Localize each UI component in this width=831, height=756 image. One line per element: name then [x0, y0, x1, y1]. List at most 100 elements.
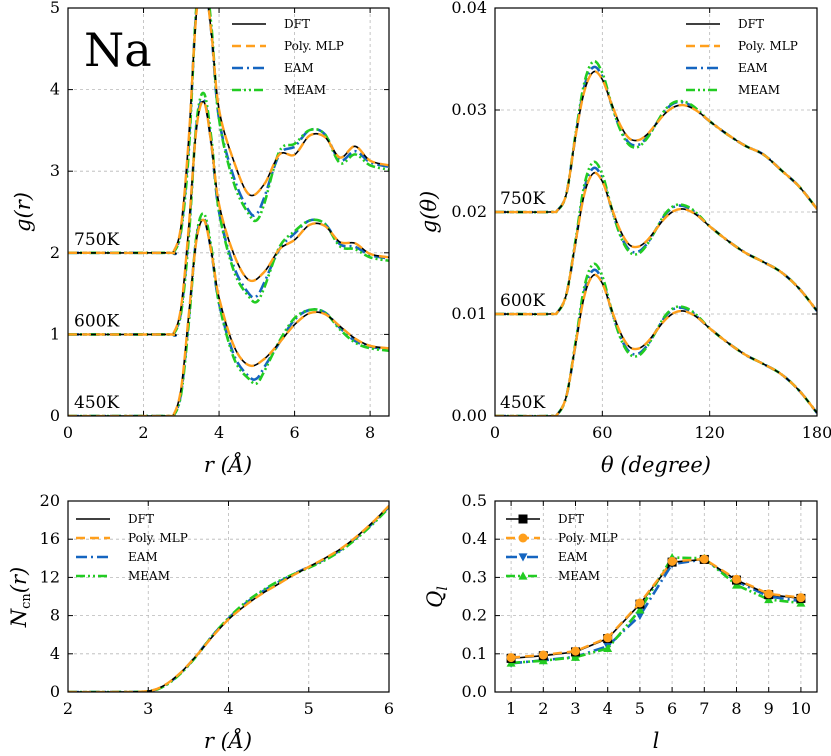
plot-frame — [67, 7, 390, 417]
legend-label: EAM — [738, 61, 768, 75]
plot-frame — [494, 7, 818, 417]
series-line-eam — [510, 558, 802, 665]
data-point — [796, 593, 806, 603]
coordination-number-panel: 2 3 4 5 6 0 4 8 12 16 20 DFT Poly. MLP EAM MEAM r (Å) Nc… — [7, 491, 394, 753]
temperature-label: 600K — [74, 311, 119, 331]
legend-label: Poly. MLP — [284, 39, 344, 53]
data-point — [764, 595, 774, 604]
y-tick-label: 0.0 — [462, 682, 487, 701]
temperature-label: 750K — [74, 230, 119, 250]
series-line-eam — [68, 97, 389, 337]
data-point — [732, 580, 741, 589]
legend-label: DFT — [558, 512, 584, 526]
data-point — [571, 646, 580, 656]
x-tick-label: 5 — [635, 699, 645, 718]
data-point — [603, 643, 613, 653]
data-point — [518, 571, 528, 580]
data-point — [518, 533, 528, 543]
plot-frame — [494, 500, 818, 693]
legend-label: MEAM — [558, 569, 600, 583]
series-line-polymlp — [68, 100, 389, 337]
curves — [68, 504, 389, 692]
series-line-polymlp — [495, 273, 817, 416]
x-axis-label: l — [653, 729, 660, 753]
data-point — [518, 553, 528, 562]
temperature-label: 600K — [500, 291, 545, 311]
curves — [495, 59, 817, 416]
x-tick-label: 4 — [603, 699, 613, 718]
x-tick-label: 6 — [667, 699, 677, 718]
legend-label: Poly. MLP — [128, 531, 188, 545]
y-tick-label: 0.5 — [462, 491, 487, 510]
x-tick-label: 2 — [538, 699, 548, 718]
series-line-polymlp — [495, 70, 817, 214]
y-tick-label: 0.04 — [451, 0, 487, 17]
legend-label: MEAM — [128, 569, 170, 583]
data-point — [603, 633, 613, 643]
y-tick-label: 5 — [50, 0, 60, 17]
y-tick-label: 4 — [50, 80, 60, 99]
legend-label: EAM — [128, 550, 158, 564]
data-point — [571, 652, 580, 661]
series-line-polymlp — [511, 557, 802, 659]
data-point — [667, 556, 677, 566]
temperature-label: 450K — [74, 393, 119, 413]
x-tick-label: 4 — [214, 423, 224, 442]
x-tick-label: 5 — [304, 699, 314, 718]
y-tick-label: 16 — [40, 529, 60, 548]
y-tick-label: 8 — [50, 606, 60, 625]
legend-label: DFT — [738, 17, 764, 31]
data-point — [506, 653, 516, 663]
data-point — [635, 598, 645, 608]
legend-label: MEAM — [738, 83, 780, 97]
data-point — [538, 650, 548, 660]
data-point — [538, 656, 548, 665]
x-tick-label: 9 — [764, 699, 774, 718]
x-tick-label: 2 — [63, 699, 73, 718]
x-tick-label: 6 — [384, 699, 394, 718]
series-line-polymlp — [68, 8, 389, 255]
y-tick-label: 4 — [50, 644, 60, 663]
x-tick-label: 3 — [570, 699, 580, 718]
x-tick-label: 0 — [490, 423, 500, 442]
angular-distribution-panel: 0 60 120 180 0.00 0.01 0.02 0.03 0.04 750K 600K 450… — [417, 0, 831, 477]
legend-label: DFT — [128, 512, 154, 526]
y-tick-label: 0.02 — [451, 202, 487, 221]
x-tick-label: 4 — [223, 699, 233, 718]
legend-label: Poly. MLP — [558, 531, 618, 545]
data-point — [699, 554, 709, 564]
x-tick-label: 120 — [694, 423, 725, 442]
series-line-polymlp — [68, 504, 389, 692]
data-point — [732, 574, 741, 584]
y-tick-label: 1 — [50, 324, 60, 343]
x-tick-label: 6 — [289, 423, 299, 442]
temperature-label: 750K — [500, 189, 545, 209]
y-tick-label: 0.00 — [451, 406, 487, 425]
element-label: Na — [84, 23, 152, 77]
y-tick-label: 0.4 — [462, 529, 487, 548]
y-tick-label: 3 — [50, 161, 60, 180]
x-tick-label: 8 — [731, 699, 741, 718]
y-tick-label: 0.3 — [462, 567, 487, 586]
data-point — [764, 589, 774, 599]
x-tick-label: 180 — [802, 423, 831, 442]
x-axis-label: θ (degree) — [601, 453, 711, 477]
series-line-meam — [68, 91, 389, 337]
y-tick-label: 0.2 — [462, 606, 487, 625]
legend-label: EAM — [284, 61, 314, 75]
y-tick-label: 0.01 — [451, 304, 487, 323]
plot-frame — [67, 500, 390, 693]
legend-label: DFT — [284, 17, 310, 31]
x-tick-label: 60 — [592, 423, 612, 442]
x-tick-label: 10 — [791, 699, 811, 718]
y-axis-label: Ql — [423, 586, 451, 608]
y-axis-label: g(r) — [11, 192, 35, 232]
data-point — [518, 514, 528, 524]
x-tick-label: 7 — [699, 699, 709, 718]
data-point — [635, 605, 645, 614]
series-line-meam — [511, 556, 802, 665]
series-line-dft — [511, 558, 801, 660]
y-tick-label: 0 — [50, 406, 60, 425]
y-tick-label: 20 — [40, 491, 60, 510]
